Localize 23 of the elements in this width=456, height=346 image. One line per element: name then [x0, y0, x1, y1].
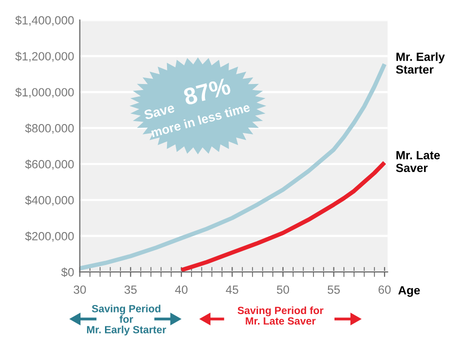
series-label: Mr. Late Saver: [396, 151, 440, 172]
y-tick-label: $800,000: [25, 124, 74, 134]
annotation: Save: [144, 102, 175, 120]
annotation: 87%: [182, 77, 232, 106]
x-tick-label: 45: [226, 286, 238, 294]
y-tick-label: $1,400,000: [15, 16, 74, 26]
x-tick-label: 50: [276, 285, 290, 294]
y-tick-label: $0: [61, 267, 74, 278]
x-tick-label: 60: [378, 285, 391, 294]
series-label: Mr. Early Starter: [396, 52, 445, 74]
text: Saving Period for Mr. Late Saver: [238, 306, 324, 325]
x-tick-label: 40: [175, 285, 188, 294]
x-tick-label: 30: [74, 285, 86, 294]
x-tick-label: 55: [328, 286, 340, 294]
text: Saving Period for Mr. Early Starter: [87, 304, 166, 336]
y-tick-label: $200,000: [25, 232, 74, 242]
x-axis-title: Age: [398, 286, 420, 297]
line-series: [179, 160, 387, 272]
y-tick-label: $600,000: [25, 160, 74, 170]
x-tick-label: 35: [124, 285, 137, 294]
y-tick-label: $1,200,000: [15, 52, 74, 62]
y-tick-label: $1,000,000: [15, 88, 74, 98]
y-tick-label: $400,000: [25, 196, 74, 206]
